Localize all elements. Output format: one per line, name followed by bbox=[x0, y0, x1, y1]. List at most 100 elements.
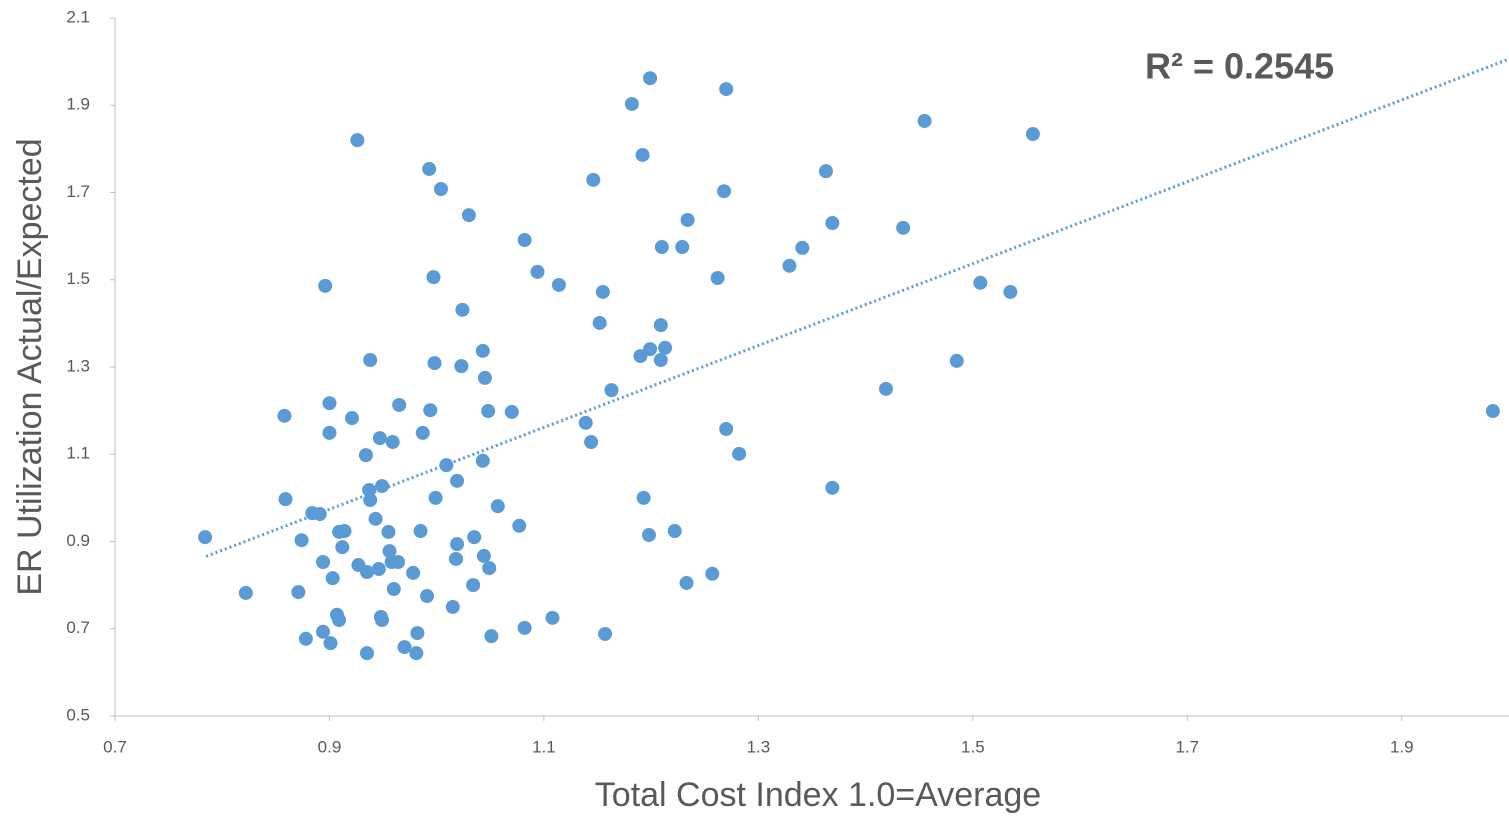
point bbox=[512, 518, 527, 533]
trendline bbox=[205, 57, 1509, 558]
point bbox=[363, 353, 378, 368]
x-tick-label: 0.7 bbox=[103, 737, 127, 756]
point bbox=[551, 277, 566, 292]
point bbox=[450, 473, 465, 488]
point bbox=[385, 435, 400, 450]
point bbox=[477, 370, 492, 385]
point bbox=[635, 147, 650, 162]
point bbox=[795, 240, 810, 255]
y-tick-label: 1.9 bbox=[66, 95, 90, 114]
point bbox=[413, 524, 428, 539]
point bbox=[658, 340, 673, 355]
point bbox=[382, 544, 397, 559]
x-tick-label: 0.9 bbox=[318, 737, 342, 756]
point bbox=[391, 555, 406, 570]
point bbox=[461, 208, 476, 223]
point bbox=[675, 240, 690, 255]
point bbox=[422, 161, 437, 176]
point bbox=[332, 613, 347, 628]
point bbox=[710, 271, 725, 286]
point bbox=[530, 264, 545, 279]
point bbox=[595, 284, 610, 299]
point bbox=[482, 561, 497, 576]
point bbox=[467, 530, 482, 545]
point bbox=[917, 113, 932, 128]
y-tick-label: 1.7 bbox=[66, 182, 90, 201]
point bbox=[350, 133, 365, 148]
x-axis-title: Total Cost Index 1.0=Average bbox=[595, 776, 1041, 814]
point bbox=[484, 629, 499, 644]
point bbox=[667, 524, 682, 539]
point bbox=[323, 636, 338, 651]
point bbox=[825, 216, 840, 231]
y-tick-label: 2.1 bbox=[66, 7, 90, 26]
point bbox=[680, 212, 695, 227]
point bbox=[358, 448, 373, 463]
point bbox=[598, 626, 613, 641]
point bbox=[410, 626, 425, 641]
point bbox=[633, 349, 648, 364]
point bbox=[312, 507, 327, 522]
point bbox=[719, 82, 734, 97]
point bbox=[1003, 284, 1018, 299]
point bbox=[592, 315, 607, 330]
point bbox=[426, 270, 441, 285]
point bbox=[466, 578, 481, 593]
x-tick-label: 1.1 bbox=[532, 737, 556, 756]
y-tick-label: 1.3 bbox=[66, 356, 90, 375]
point bbox=[322, 396, 337, 411]
point bbox=[653, 353, 668, 368]
point bbox=[372, 431, 387, 446]
point bbox=[705, 566, 720, 581]
point bbox=[278, 492, 293, 507]
point bbox=[318, 278, 333, 293]
point bbox=[717, 184, 732, 199]
point bbox=[825, 480, 840, 495]
point bbox=[363, 493, 378, 508]
point bbox=[475, 453, 490, 468]
point bbox=[294, 533, 309, 548]
point bbox=[604, 383, 619, 398]
point bbox=[409, 646, 424, 661]
point bbox=[818, 164, 833, 179]
point bbox=[316, 624, 331, 639]
point bbox=[448, 551, 463, 566]
point bbox=[653, 318, 668, 333]
point bbox=[1025, 127, 1040, 142]
point bbox=[415, 425, 430, 440]
point bbox=[344, 411, 359, 426]
point bbox=[371, 561, 386, 576]
point bbox=[586, 172, 601, 187]
point bbox=[517, 233, 532, 248]
point bbox=[481, 404, 496, 419]
point bbox=[337, 524, 352, 539]
point bbox=[1485, 404, 1500, 419]
point bbox=[238, 585, 253, 600]
x-tick-label: 1.5 bbox=[961, 737, 985, 756]
point bbox=[375, 479, 390, 494]
point bbox=[316, 555, 331, 570]
point bbox=[732, 446, 747, 461]
point bbox=[420, 589, 435, 604]
r-squared: R² = 0.2545 bbox=[1145, 46, 1334, 87]
point bbox=[654, 240, 669, 255]
x-tick-label: 1.3 bbox=[747, 737, 771, 756]
point bbox=[896, 220, 911, 235]
point bbox=[450, 537, 465, 552]
point bbox=[427, 356, 442, 371]
point bbox=[392, 397, 407, 412]
point bbox=[386, 582, 401, 597]
point bbox=[335, 540, 350, 555]
point bbox=[490, 499, 505, 514]
point bbox=[973, 275, 988, 290]
point bbox=[198, 530, 213, 545]
point bbox=[359, 646, 374, 661]
point bbox=[439, 458, 454, 473]
point bbox=[406, 565, 421, 580]
point bbox=[368, 511, 383, 526]
point bbox=[545, 610, 560, 625]
point bbox=[643, 71, 658, 86]
point bbox=[359, 565, 374, 580]
